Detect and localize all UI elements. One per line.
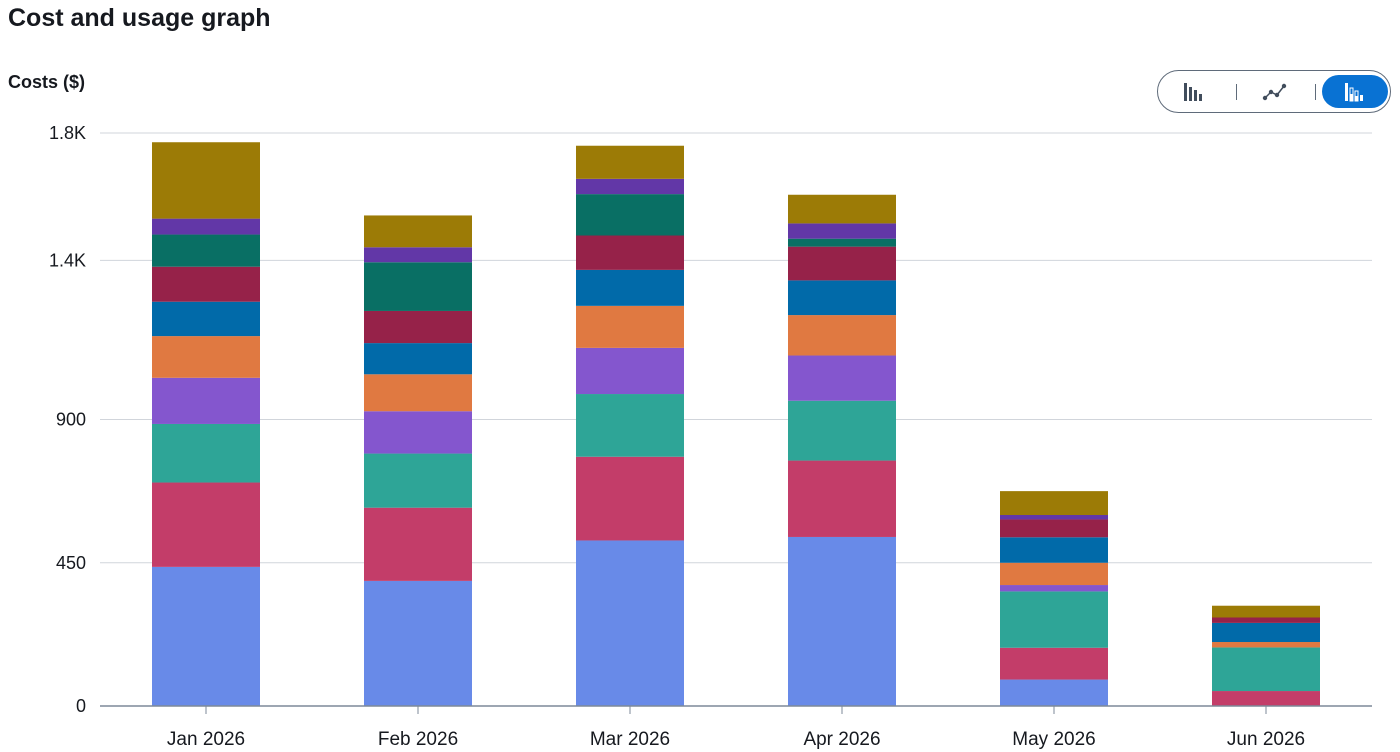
bar-segment (788, 238, 896, 247)
bar-segment (576, 235, 684, 270)
bar-segment (152, 423, 260, 483)
bar-segment (152, 336, 260, 378)
bar-segment (576, 347, 684, 395)
bar-segment (152, 266, 260, 302)
bar-segment (152, 301, 260, 337)
bar-segment (364, 247, 472, 263)
bar-segment (1000, 591, 1108, 648)
stacked-bar-chart-icon (1345, 82, 1363, 101)
bar-chart-icon (1184, 82, 1202, 101)
page-title: Cost and usage graph (8, 4, 271, 32)
bar-segment (576, 540, 684, 706)
x-tick-label: May 2026 (1012, 729, 1095, 750)
x-tick-label: Jan 2026 (167, 729, 245, 750)
stacked-bar-chart-option[interactable] (1322, 75, 1388, 108)
gridlines (100, 132, 1372, 564)
y-tick-label: 900 (56, 410, 86, 430)
x-tick-label: Mar 2026 (590, 729, 670, 750)
bar-segment (364, 411, 472, 454)
axes: 0 450 900 1.4K 1.8K Jan 2026 Feb 2026 Mar 2026 A… (49, 123, 1372, 750)
y-axis-label: Costs ($) (8, 72, 86, 92)
x-tick-label: Feb 2026 (378, 729, 458, 750)
bar-segment (1212, 647, 1320, 692)
bar-segment (364, 453, 472, 508)
bar-segment (788, 194, 896, 224)
bar-segment (788, 536, 896, 706)
bar-segment (152, 377, 260, 424)
bar-segment (364, 215, 472, 248)
bar-segment (364, 580, 472, 706)
bar-segment (364, 507, 472, 581)
bar-segment (1000, 537, 1108, 563)
bar-chart-option[interactable] (1161, 75, 1227, 108)
bar-segment (364, 374, 472, 412)
bar-segment (1000, 679, 1108, 706)
bar-segment (1000, 519, 1108, 538)
bar-segment (1212, 617, 1320, 623)
bar-segment (1212, 622, 1320, 643)
bar-segment (1000, 585, 1108, 592)
y-tick-label: 1.8K (49, 123, 86, 143)
y-tick-label: 0 (76, 696, 86, 716)
bar-segment (576, 305, 684, 348)
bar-segment (152, 142, 260, 219)
bar-segment (576, 178, 684, 195)
bar-segment (576, 394, 684, 457)
bar-segment (152, 482, 260, 567)
y-tick-label: 450 (56, 553, 86, 573)
x-tick-label: Apr 2026 (803, 729, 880, 750)
bar-segment (364, 262, 472, 311)
bar-segment (788, 355, 896, 401)
line-chart-option[interactable] (1242, 75, 1308, 108)
bar-segment (1000, 562, 1108, 586)
bar-segment (1212, 605, 1320, 618)
bar-segment (364, 310, 472, 344)
bar-segment (576, 194, 684, 236)
bar-segment (788, 223, 896, 239)
bar-segment (788, 280, 896, 316)
bar-segment (788, 460, 896, 537)
bar-segment (1000, 515, 1108, 520)
bar-segment (576, 145, 684, 179)
bar-segment (152, 234, 260, 267)
x-tick-label: Jun 2026 (1227, 729, 1305, 750)
bar-segment (1212, 691, 1320, 706)
bar-segment (152, 218, 260, 235)
bar-segment (576, 269, 684, 306)
bar-segment (1000, 647, 1108, 680)
bar-segment (788, 315, 896, 356)
toggle-separator (1315, 84, 1316, 100)
line-chart-icon (1262, 83, 1287, 100)
bars (152, 142, 1320, 706)
chart-type-toggle (1157, 70, 1391, 113)
bar-segment (788, 246, 896, 281)
y-tick-label: 1.4K (49, 250, 86, 270)
bar-segment (1212, 642, 1320, 648)
bar-segment (152, 566, 260, 706)
toggle-separator (1236, 84, 1237, 100)
bar-segment (1000, 491, 1108, 515)
bar-segment (576, 456, 684, 541)
bar-segment (788, 400, 896, 461)
bar-segment (364, 343, 472, 375)
